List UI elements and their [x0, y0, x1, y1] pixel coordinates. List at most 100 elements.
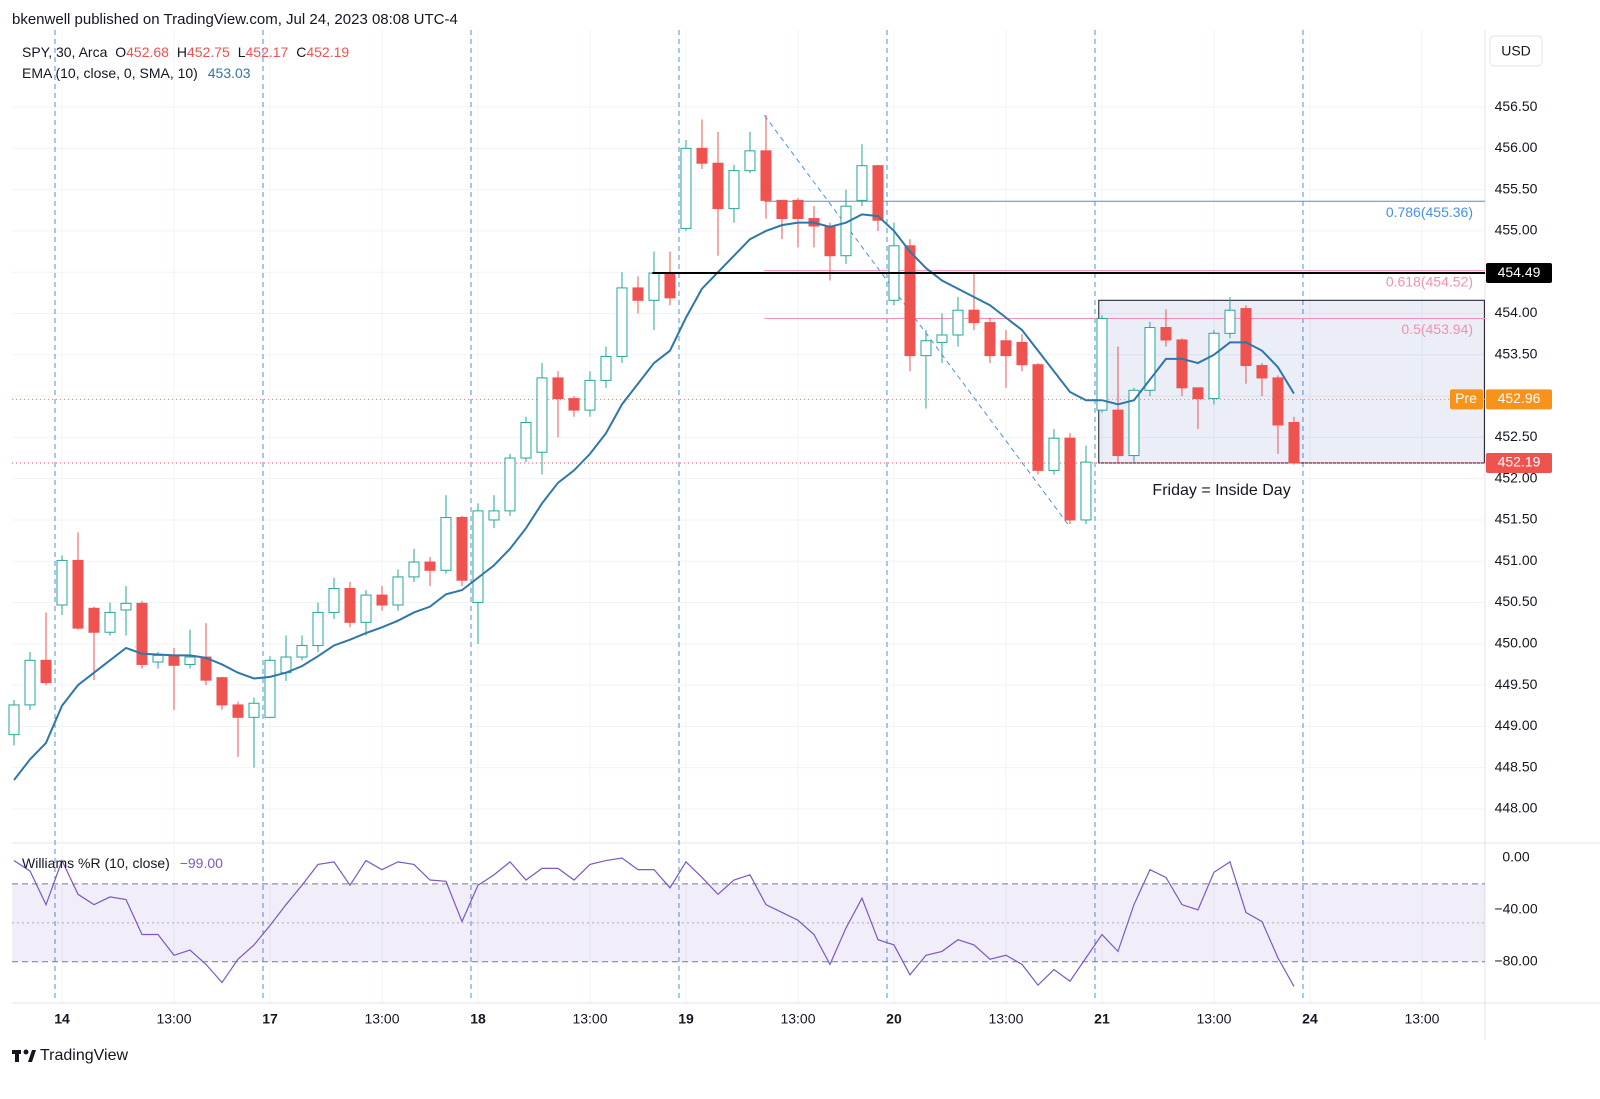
pre-badge — [1486, 389, 1552, 410]
candle-body — [408, 561, 420, 578]
candle-body — [872, 165, 884, 221]
x-tick-label: 13:00 — [1196, 1011, 1231, 1027]
candle-body — [664, 272, 676, 299]
currency-box[interactable] — [1489, 35, 1543, 67]
ohlc-value: 452.17 — [246, 44, 289, 60]
candle-body — [296, 644, 308, 658]
y-tick-label: 453.50 — [1495, 346, 1538, 362]
candle-body — [1064, 437, 1076, 521]
x-tick-label: 21 — [1094, 1011, 1110, 1027]
candle-body — [1048, 437, 1060, 471]
candle-body — [472, 510, 484, 604]
pre-badge-label: 452.96 — [1498, 390, 1541, 406]
y-tick-label: 454.00 — [1495, 304, 1538, 320]
candle-body — [824, 225, 836, 257]
trend-line — [763, 115, 1069, 526]
tv-logo — [12, 1049, 36, 1062]
y-tick-label: 449.50 — [1495, 676, 1538, 692]
annotation: Friday = Inside Day — [1152, 482, 1290, 499]
candle-body — [488, 510, 500, 521]
fib-label: 0.786(455.36) — [1386, 204, 1473, 220]
y-tick-label: 456.50 — [1495, 98, 1538, 114]
candle-body — [552, 377, 564, 400]
y-tick-label: 449.00 — [1495, 717, 1538, 733]
last-badge-label: 452.19 — [1498, 454, 1541, 470]
candle-body — [520, 422, 532, 459]
symbol: SPY, 30, Arca — [22, 44, 108, 60]
y-tick-label: 455.00 — [1495, 222, 1538, 238]
price-badge-label: 454.49 — [1498, 264, 1541, 280]
candle-body — [1096, 317, 1108, 411]
y-tick-label: 456.00 — [1495, 139, 1538, 155]
ohlc-value: 452.19 — [306, 44, 349, 60]
y-tick-label: 448.00 — [1495, 800, 1538, 816]
candle-body — [1128, 389, 1140, 457]
candle-body — [1256, 365, 1268, 379]
ohlc-key: L — [238, 44, 246, 60]
candle-body — [696, 147, 708, 164]
candle-body — [792, 199, 804, 220]
williams-line — [13, 857, 1295, 987]
candle-body — [1016, 341, 1028, 366]
candle-body — [216, 677, 228, 706]
candle-body — [136, 602, 148, 665]
publish-header: bkenwell published on TradingView.com, J… — [12, 11, 458, 28]
y-tick-label: 452.50 — [1495, 428, 1538, 444]
candle-body — [776, 199, 788, 220]
candle-body — [728, 170, 740, 210]
candle-body — [120, 602, 132, 611]
candle-body — [168, 654, 180, 666]
candle-body — [1272, 377, 1284, 426]
candle-body — [936, 334, 948, 343]
candle-body — [1032, 364, 1044, 471]
fib-label: 0.618(454.52) — [1386, 273, 1473, 289]
candle-body — [456, 516, 468, 581]
candle-body — [920, 340, 932, 357]
williams-name: Williams %R (10, close) — [22, 855, 170, 871]
candle-body — [248, 702, 260, 718]
ohlc-key: O — [115, 44, 126, 60]
candle-body — [8, 704, 20, 736]
ema-value: 453.03 — [208, 65, 251, 81]
candle-body — [24, 659, 36, 706]
candle-body — [424, 561, 436, 571]
candle-body — [40, 659, 52, 684]
candle-body — [856, 165, 868, 201]
price-legend: SPY, 30, Arca O452.68 H452.75 L452.17 C4… — [22, 44, 349, 60]
candle-body — [1144, 327, 1156, 391]
candle-body — [584, 379, 596, 411]
candle-body — [392, 576, 404, 606]
candle-body — [200, 656, 212, 681]
x-tick-label: 19 — [678, 1011, 694, 1027]
candle-body — [360, 594, 372, 623]
williams-tick-label: −40.00 — [1494, 901, 1537, 917]
candle-body — [616, 287, 628, 357]
candle-body — [1240, 308, 1252, 367]
x-tick-label: 13:00 — [572, 1011, 607, 1027]
candle-body — [72, 559, 84, 629]
x-tick-label: 13:00 — [1404, 1011, 1439, 1027]
williams-value: −99.00 — [180, 855, 223, 871]
candle-body — [328, 587, 340, 613]
candle-body — [1208, 332, 1220, 400]
x-tick-label: 17 — [262, 1011, 278, 1027]
candle-body — [536, 377, 548, 453]
candle-body — [632, 287, 644, 301]
candle-body — [1160, 327, 1172, 341]
candle-body — [984, 322, 996, 357]
candle-body — [1288, 422, 1300, 464]
candle-body — [680, 147, 692, 229]
candle-body — [440, 516, 452, 571]
x-tick-label: 18 — [470, 1011, 486, 1027]
candle-body — [184, 656, 196, 665]
brand: TradingView — [40, 1047, 128, 1064]
y-tick-label: 450.00 — [1495, 635, 1538, 651]
candle-body — [1176, 339, 1188, 389]
x-tick-label: 13:00 — [364, 1011, 399, 1027]
candle-body — [264, 659, 276, 718]
x-tick-label: 24 — [1302, 1011, 1318, 1027]
y-tick-label: 448.50 — [1495, 758, 1538, 774]
candle-body — [904, 245, 916, 357]
